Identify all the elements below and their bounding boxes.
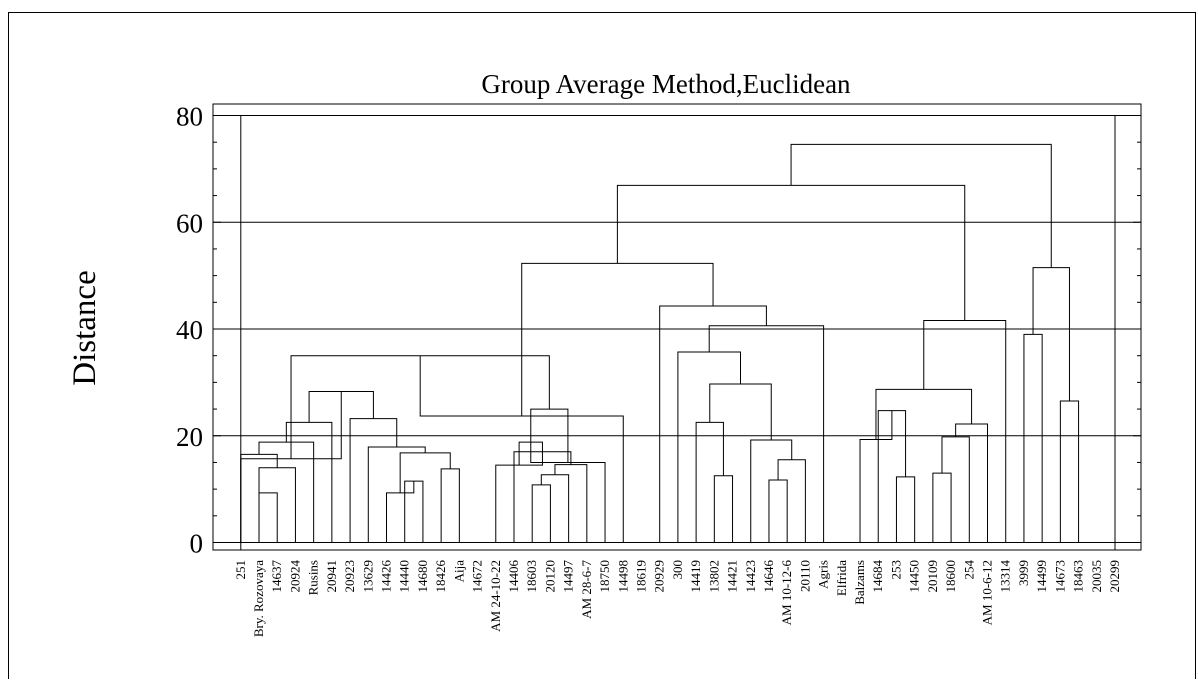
merge-link-13 <box>531 484 551 543</box>
merge-link-26 <box>777 459 806 543</box>
leaf-label: 20929 <box>652 560 667 593</box>
merge-link-17 <box>495 451 543 543</box>
y-axis: 0 20 40 60 80 <box>176 102 1141 559</box>
leaf-label: 20120 <box>542 560 557 593</box>
leaf-label: 14421 <box>725 560 740 593</box>
leaf-label: 18619 <box>633 560 648 593</box>
leaf-label: 14672 <box>470 560 485 593</box>
leaf-label: 18463 <box>1071 560 1086 593</box>
merge-link-45 <box>790 143 1052 268</box>
y-tick-label-60: 60 <box>176 208 203 238</box>
leaf-label: 20923 <box>342 560 357 593</box>
merge-link-36 <box>932 472 952 543</box>
merge-link-19 <box>530 442 606 543</box>
merge-link-15 <box>554 464 588 543</box>
chart-frame <box>8 12 1196 679</box>
leaf-label: Bry. Rozovaya <box>251 560 266 637</box>
leaf-label: 14498 <box>615 560 630 593</box>
leaf-label: Aija <box>451 560 466 583</box>
leaf-labels: 251 Bry. Rozovaya 14637 20924 Rusins 20941 209… <box>233 560 1122 638</box>
leaf-label: 14423 <box>743 560 758 593</box>
leaf-label: Elfrida <box>834 560 849 596</box>
leaf-label: AM 10-6-12 <box>980 560 995 625</box>
merge-link-25 <box>768 479 788 543</box>
merge-link-29 <box>677 351 742 543</box>
merge-link-37 <box>941 436 970 543</box>
merge-link-31 <box>659 305 767 543</box>
merge-link-14 <box>540 474 570 543</box>
leaf-label: 14497 <box>561 560 576 593</box>
merge-link-42 <box>1023 333 1043 543</box>
leaf-label: 14684 <box>870 560 885 593</box>
leaf-label: 14450 <box>907 560 922 593</box>
merge-link-44 <box>1032 267 1070 402</box>
y-tick-label-0: 0 <box>190 529 204 559</box>
leaf-label: 254 <box>961 560 976 580</box>
leaf-label: 253 <box>888 560 903 580</box>
leaf-label: Agris <box>816 560 831 589</box>
leaf-label: 20035 <box>1089 560 1104 593</box>
merge-link-30 <box>708 325 825 543</box>
merge-link-40 <box>923 319 1007 543</box>
merge-link-27 <box>750 439 793 543</box>
leaf-label: 14419 <box>688 560 703 593</box>
merge-link-28 <box>709 383 772 441</box>
leaf-label: Balzams <box>852 560 867 605</box>
leaf-label: 14673 <box>1052 560 1067 593</box>
leaf-label: 18600 <box>943 560 958 593</box>
merge-link-39 <box>875 388 973 440</box>
leaf-label: 20941 <box>324 560 339 593</box>
leaf-label: AM 10-12-6 <box>779 560 794 626</box>
leaf-label: 14440 <box>397 560 412 593</box>
merge-link-8 <box>399 452 451 493</box>
leaf-label: 18426 <box>433 560 448 593</box>
leaf-label: 14499 <box>1034 560 1049 593</box>
merge-link-41 <box>616 184 966 321</box>
merge-link-43 <box>1059 400 1080 543</box>
dendrogram-links <box>240 143 1080 543</box>
y-axis-label: Distance <box>67 270 103 385</box>
y-tick-label-40: 40 <box>176 315 203 345</box>
leaf-label: 14426 <box>379 560 394 593</box>
merge-link-23 <box>713 475 734 543</box>
merge-link-4 <box>285 421 333 543</box>
leaf-label: 13314 <box>998 560 1013 593</box>
merge-link-33 <box>895 476 916 543</box>
merge-link-0 <box>258 492 278 543</box>
merge-link-32 <box>521 262 714 417</box>
plot-area <box>212 103 1142 551</box>
leaf-label: 251 <box>233 560 248 580</box>
y-tick-label-20: 20 <box>176 422 203 452</box>
leaf-label: 13802 <box>706 560 721 593</box>
merge-link-10 <box>349 418 398 543</box>
leaf-label: 18750 <box>597 560 612 593</box>
merge-link-3 <box>258 441 315 543</box>
leaf-label: 13629 <box>360 560 375 593</box>
chart-title: Group Average Method,Euclidean <box>481 69 851 99</box>
leaf-label: 14637 <box>269 560 284 593</box>
merge-link-20 <box>530 408 569 463</box>
leaf-label: 20924 <box>287 560 302 593</box>
merge-link-38 <box>955 423 989 543</box>
leaf-label: 300 <box>670 560 685 580</box>
leaf-label: AM 28-6-7 <box>579 560 594 619</box>
grid-lines <box>213 115 1141 543</box>
leaf-label: 3999 <box>1016 560 1031 586</box>
merge-link-6 <box>440 468 460 543</box>
leaf-label: 20110 <box>797 560 812 592</box>
y-tick-label-80: 80 <box>176 102 203 132</box>
leaf-label: 14680 <box>415 560 430 593</box>
merge-link-9 <box>367 446 426 543</box>
leaf-label: 18603 <box>524 560 539 593</box>
leaf-label: Rusins <box>306 560 321 595</box>
merge-link-24 <box>695 421 724 543</box>
leaf-label: 20109 <box>925 560 940 593</box>
leaf-label: 20299 <box>1107 560 1122 593</box>
leaf-label: AM 24-10-22 <box>488 560 503 632</box>
leaf-label: 14406 <box>506 560 521 593</box>
leaf-label: 14646 <box>761 560 776 593</box>
